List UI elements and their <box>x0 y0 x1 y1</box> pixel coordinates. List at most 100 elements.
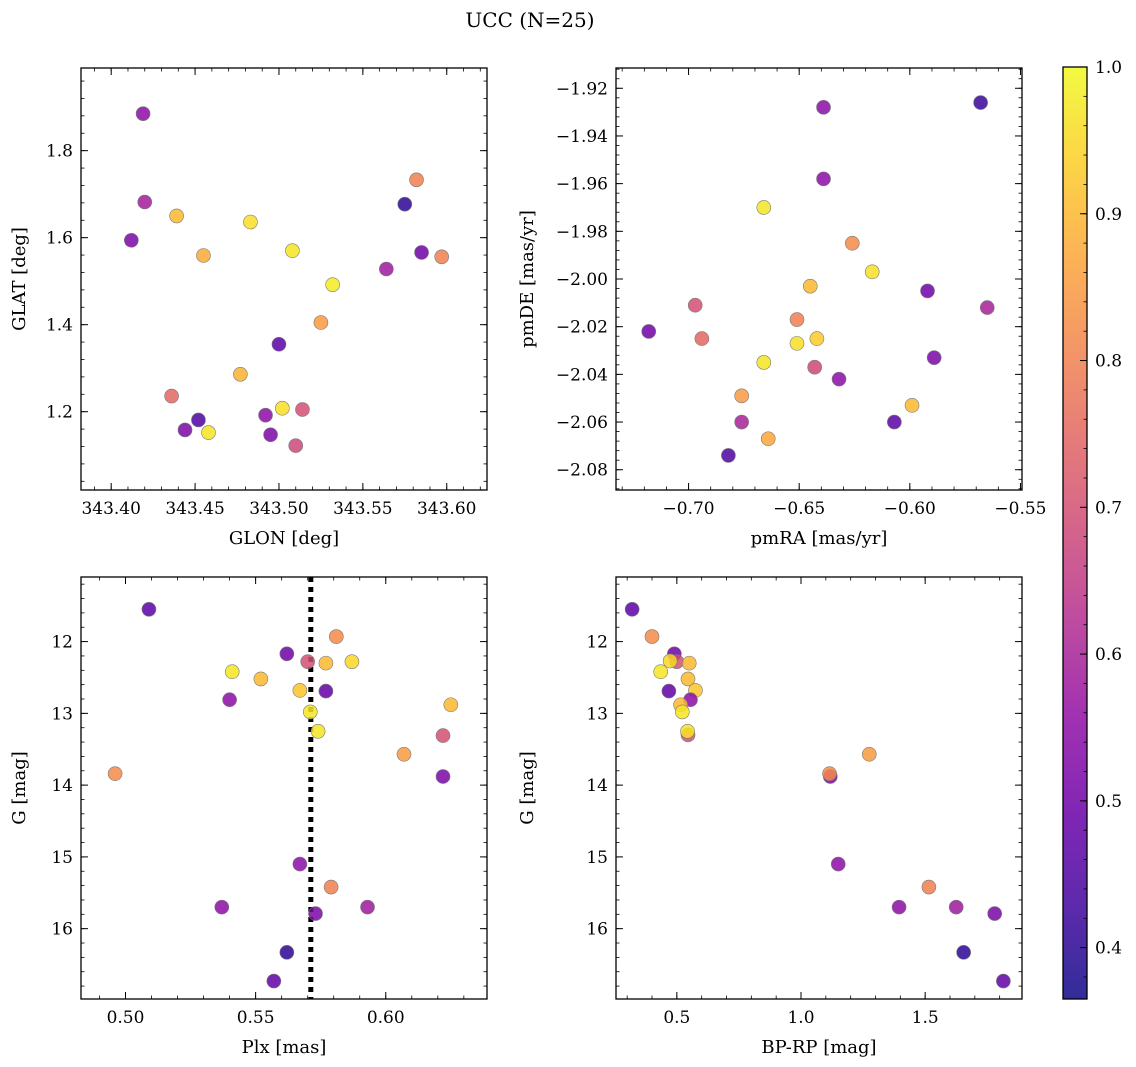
x-tick-label: 343.55 <box>333 499 392 519</box>
scatter-point <box>295 402 310 417</box>
axes-frame <box>615 67 1023 491</box>
axis-ticks: −0.70 −0.65 −0.60 −0.55 −2.08 −2.06 −2.04 −2.02… <box>556 68 1047 519</box>
scatter-point <box>435 728 451 743</box>
scatter-point <box>323 879 339 895</box>
x-tick-label: 343.40 <box>81 499 140 519</box>
x-tick-label: 343.45 <box>165 499 224 519</box>
scatter-point <box>789 336 805 351</box>
scatter-point <box>816 171 831 187</box>
scatter-point <box>435 769 451 784</box>
scatter-point <box>414 245 429 260</box>
colorbar-frame <box>1062 66 1088 1000</box>
scatter-point <box>624 601 640 617</box>
scatter-point <box>313 315 329 330</box>
x-tick-label: 0.5 <box>663 1008 690 1028</box>
scatter-point <box>243 214 258 230</box>
scatter-point <box>734 414 749 430</box>
scatter-point <box>434 249 450 265</box>
scatter-point <box>662 653 678 669</box>
scatter-point <box>397 196 413 212</box>
scatter-point <box>807 359 822 375</box>
y-tick-label: 13 <box>586 704 608 724</box>
scatter-point <box>831 371 847 387</box>
scatter-point <box>891 899 907 915</box>
scatter-point <box>196 248 211 263</box>
scatter-point <box>641 324 657 339</box>
scatter-point <box>830 856 846 872</box>
axis-ticks: 343.40 343.45 343.50 343.55 343.60 1.2 1.4 1.6 1… <box>46 68 487 519</box>
y-tick-label: 15 <box>51 848 73 868</box>
scatter-point <box>107 766 123 781</box>
scatter-point <box>308 906 323 921</box>
scatter-point <box>288 438 304 453</box>
scatter-point <box>137 194 153 210</box>
scatter-point <box>329 629 344 644</box>
scatter-point <box>721 448 736 463</box>
y-tick-label: 16 <box>586 920 608 940</box>
scatter-point <box>275 400 290 416</box>
scatter-point <box>816 100 831 115</box>
scatter-panels: 343.40 343.45 343.50 343.55 343.60 1.2 1.4 1.6 1… <box>9 67 1047 1058</box>
scatter-point <box>141 601 157 617</box>
scatter-point <box>271 336 287 352</box>
x-tick-label: 1.5 <box>912 1008 939 1028</box>
scatter-point <box>292 683 308 698</box>
scatter-point <box>201 425 216 440</box>
scatter-point <box>661 683 677 699</box>
scatter-point <box>124 232 139 248</box>
scatter-point <box>687 297 703 313</box>
x-tick-label: −0.65 <box>773 499 825 519</box>
x-tick-label: −0.70 <box>663 499 715 519</box>
y-tick-label: −2.00 <box>556 270 608 290</box>
scatter-point <box>921 879 937 895</box>
scatter-point <box>734 388 749 404</box>
y-tick-label: 14 <box>51 776 73 796</box>
y-tick-label: 13 <box>51 704 73 724</box>
x-tick-label: 0.55 <box>237 1008 275 1028</box>
x-tick-label: 1.0 <box>787 1008 814 1028</box>
scatter-point <box>292 856 308 872</box>
scatter-point <box>396 746 412 762</box>
scatter-point <box>694 331 710 346</box>
scatter-point <box>253 671 269 687</box>
y-tick-label: −1.96 <box>556 175 608 195</box>
y-tick-label: 1.8 <box>46 142 73 162</box>
colorbar-tick-label: 0.5 <box>1095 792 1122 812</box>
scatter-point <box>222 692 237 708</box>
scatter-point <box>861 746 877 762</box>
axes-frame <box>615 576 1023 1000</box>
panel-glon-glat: 343.40 343.45 343.50 343.55 343.60 1.2 1.4 1.6 1… <box>9 67 488 549</box>
scatter-point <box>233 366 248 382</box>
scatter-point <box>443 697 459 713</box>
scatter-point <box>164 388 179 404</box>
colorbar-tick-label: 0.9 <box>1095 205 1122 225</box>
scatter-point <box>948 899 964 915</box>
y-axis-label: GLAT [deg] <box>9 227 30 331</box>
axes-frame <box>80 67 488 491</box>
scatter-point <box>887 414 902 430</box>
scatter-point <box>266 973 282 989</box>
y-tick-label: 15 <box>586 848 608 868</box>
y-axis-label: pmDE [mas/yr] <box>517 210 538 348</box>
scatter-point <box>360 899 375 915</box>
colorbar-tick-label: 1.0 <box>1095 58 1122 78</box>
y-tick-label: 1.4 <box>46 316 73 336</box>
scatter-point <box>224 664 240 680</box>
scatter-point <box>409 172 424 188</box>
scatter-point <box>956 945 971 960</box>
scatter-point <box>344 654 360 669</box>
scatter-points <box>107 601 459 989</box>
y-tick-label: −1.94 <box>556 127 608 147</box>
scatter-point <box>379 261 394 277</box>
colorbar-tick-label: 0.7 <box>1095 498 1122 518</box>
x-tick-label: 0.60 <box>367 1008 405 1028</box>
scatter-point <box>822 766 837 781</box>
x-tick-label: −0.60 <box>884 499 936 519</box>
y-tick-label: −2.08 <box>556 461 608 481</box>
scatter-point <box>285 243 300 259</box>
x-tick-label: 0.50 <box>107 1008 145 1028</box>
panel-pmra-pmde: −0.70 −0.65 −0.60 −0.55 −2.08 −2.06 −2.04 −2.02… <box>517 67 1047 549</box>
figure-title: UCC (N=25) <box>465 8 594 32</box>
scatter-point <box>844 235 860 251</box>
